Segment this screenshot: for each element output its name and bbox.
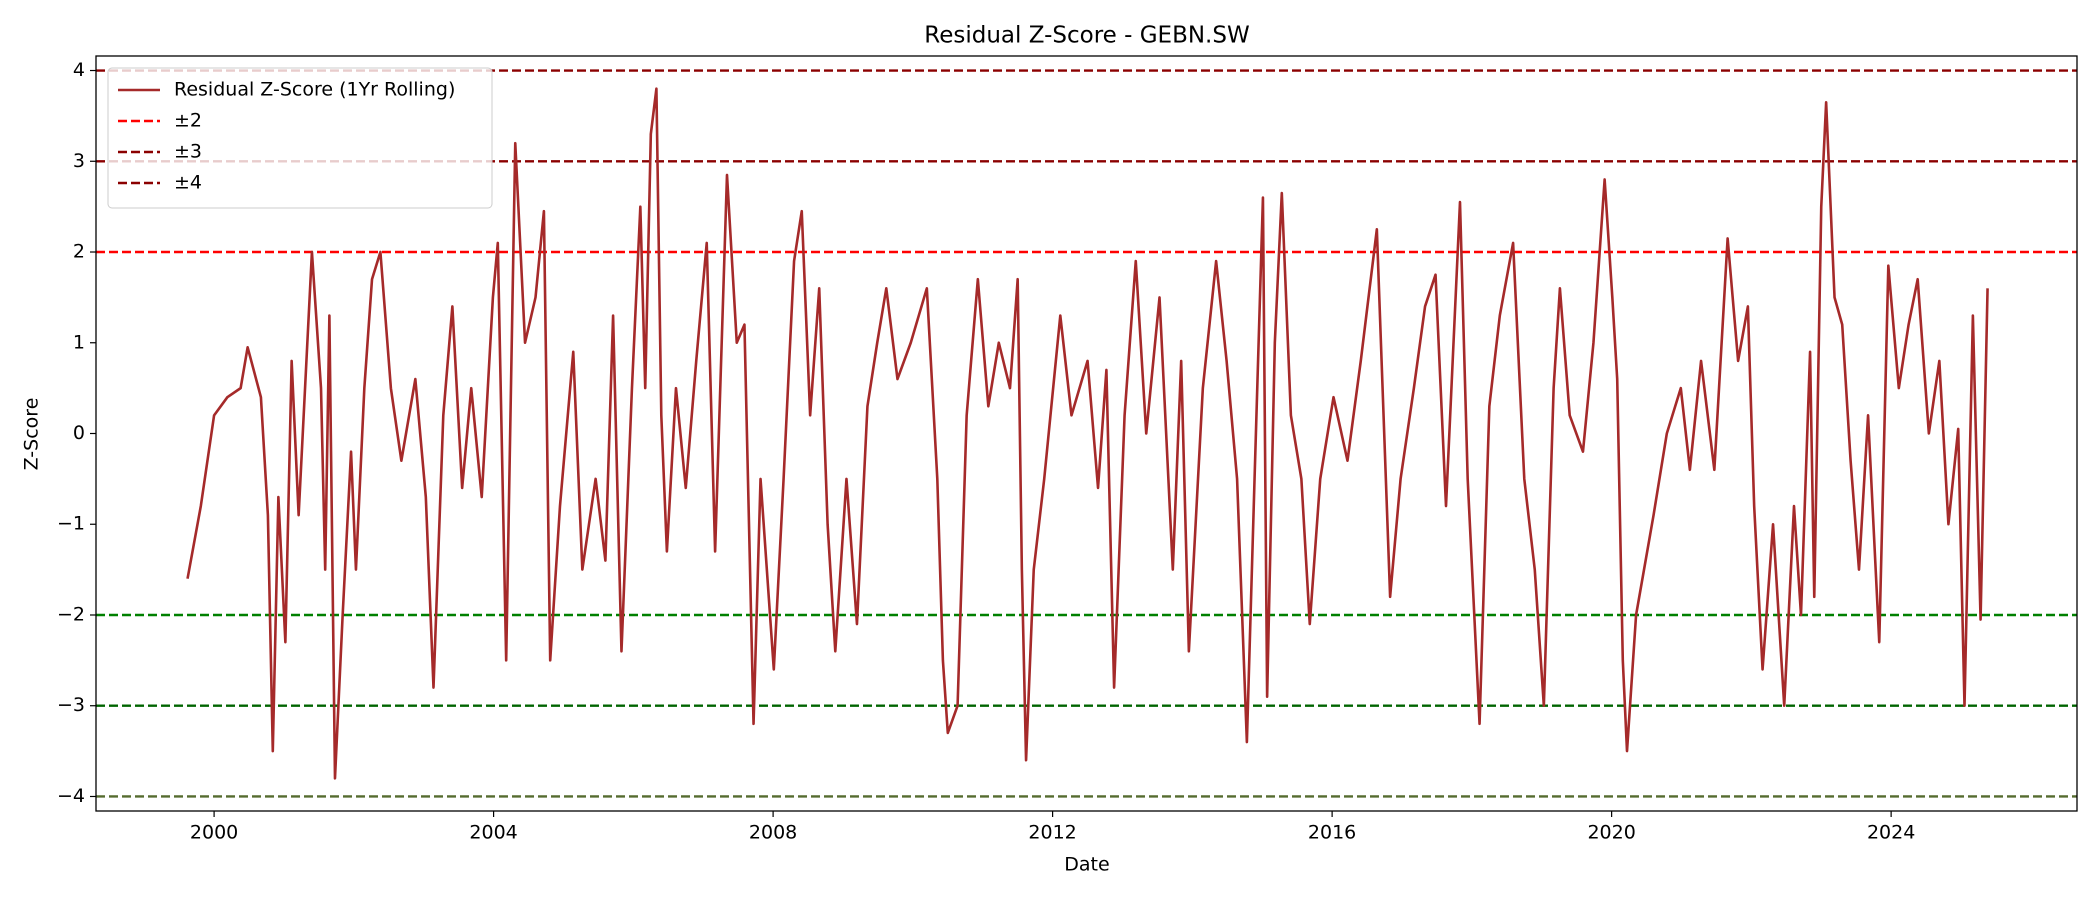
x-tick-label: 2004 xyxy=(469,822,517,844)
y-tick-label: −4 xyxy=(57,785,85,807)
y-tick-label: 0 xyxy=(73,422,85,444)
legend-label: Residual Z-Score (1Yr Rolling) xyxy=(174,79,455,101)
plot-frame xyxy=(95,55,2078,812)
y-tick-label: 4 xyxy=(73,59,85,81)
x-tick-label: 2008 xyxy=(749,822,797,844)
chart-title: Residual Z-Score - GEBN.SW xyxy=(924,23,1249,49)
series-line xyxy=(186,87,1989,780)
y-tick-label: −3 xyxy=(57,694,85,716)
y-axis-label: Z-Score xyxy=(21,398,43,471)
y-tick-label: 3 xyxy=(73,150,85,172)
legend-label: ±2 xyxy=(174,110,202,132)
x-axis-label: Date xyxy=(1064,854,1109,876)
legend-box xyxy=(107,67,493,209)
y-tick-label: 1 xyxy=(73,331,85,353)
x-tick-label: 2020 xyxy=(1587,822,1635,844)
x-tick-label: 2024 xyxy=(1867,822,1915,844)
y-tick-label: −1 xyxy=(57,513,85,535)
y-tick-label: 2 xyxy=(73,241,85,263)
legend-label: ±3 xyxy=(174,141,202,163)
y-tick-label: −2 xyxy=(57,603,85,625)
legend-label: ±4 xyxy=(174,172,202,194)
x-tick-label: 2012 xyxy=(1028,822,1076,844)
x-tick-label: 2016 xyxy=(1308,822,1356,844)
x-tick-label: 2000 xyxy=(190,822,238,844)
legend: Residual Z-Score (1Yr Rolling) ±2 ±3 ±4 xyxy=(107,67,493,209)
